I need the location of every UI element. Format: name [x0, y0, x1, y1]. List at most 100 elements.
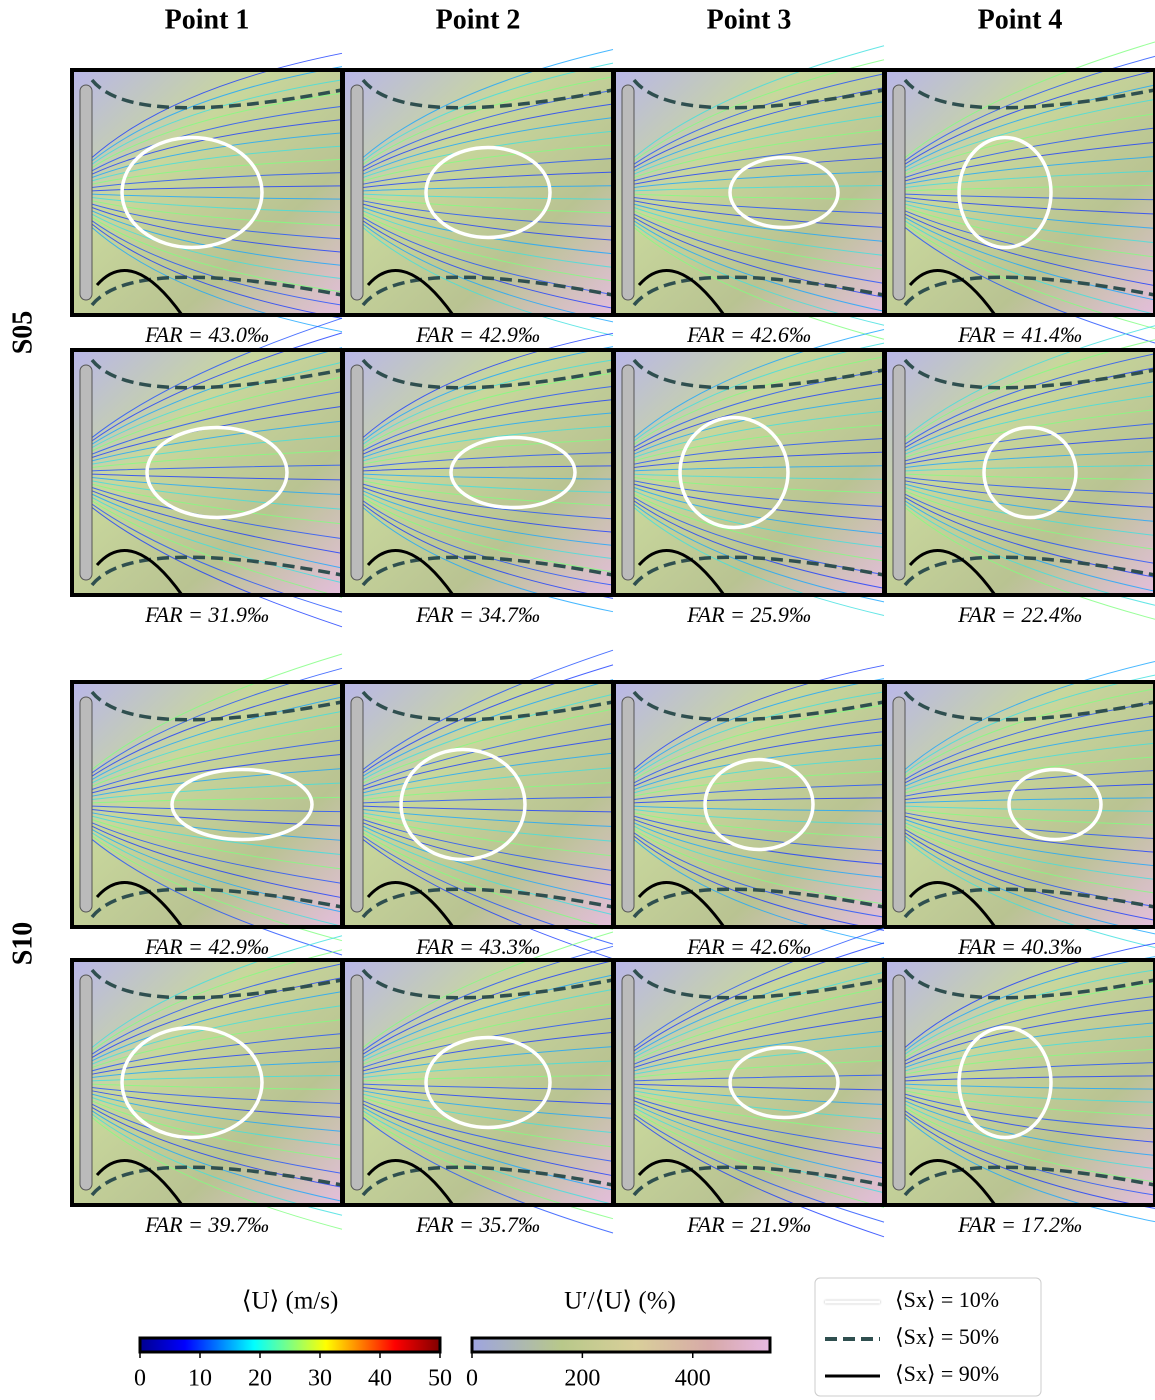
streamline [904, 661, 1155, 770]
injector [350, 84, 364, 301]
streamline [633, 210, 885, 270]
injector [621, 696, 635, 913]
streamline [633, 451, 885, 469]
streamline [633, 717, 885, 784]
streamline [91, 682, 343, 777]
flow-panel [612, 329, 886, 616]
streamline [362, 1003, 614, 1065]
injector [621, 364, 635, 581]
row-label: S10 [7, 922, 38, 966]
streamline [91, 207, 343, 253]
streamline [633, 986, 885, 1062]
far-label: FAR = 21.9‰ [686, 1212, 811, 1237]
streamline [633, 465, 885, 472]
flow-panel [883, 661, 1155, 948]
streamline [904, 325, 1155, 438]
far-label: FAR = 42.9‰ [415, 322, 540, 347]
streamline [904, 701, 1155, 780]
streamline [362, 808, 614, 828]
streamline [633, 115, 885, 175]
streamline [633, 369, 885, 448]
streamline [633, 1074, 885, 1082]
streamline [362, 227, 614, 336]
streamline [904, 500, 1155, 592]
streamline [904, 829, 1155, 908]
solid-contour [908, 881, 997, 928]
white-contour [957, 135, 1053, 250]
streamline [904, 1086, 1155, 1103]
solid-contour [366, 269, 455, 316]
streamline [362, 507, 614, 613]
far-label: FAR = 43.3‰ [415, 934, 540, 959]
streamline [362, 1117, 614, 1234]
streamline [633, 45, 885, 158]
streamline [633, 424, 885, 462]
streamline [633, 497, 885, 576]
streamline [91, 213, 343, 280]
legend-label: ⟨Sx⟩ = 10% [895, 1287, 999, 1312]
streamline [633, 815, 885, 852]
dashed-contour [903, 690, 1155, 722]
streamline [904, 819, 1155, 867]
flow-panel [883, 41, 1155, 344]
streamline [633, 213, 885, 284]
streamline [904, 217, 1155, 301]
streamline [633, 1045, 885, 1075]
streamline [362, 473, 614, 480]
streamline [91, 464, 343, 472]
streamline [633, 829, 885, 905]
panel-frame [883, 958, 1155, 1207]
streamline [633, 971, 885, 1058]
streamline [633, 832, 885, 918]
streamline [91, 796, 343, 804]
panel-frame [883, 680, 1155, 929]
streamline [904, 688, 1155, 777]
streamline [904, 193, 1155, 201]
streamline [91, 317, 343, 438]
streamline [91, 839, 343, 956]
streamline [362, 819, 614, 872]
streamline [91, 1075, 343, 1082]
streamline [904, 423, 1155, 462]
streamline [91, 991, 343, 1062]
streamline [904, 213, 1155, 287]
streamline [362, 825, 614, 901]
far-label: FAR = 35.7‰ [415, 1212, 540, 1237]
far-label: FAR = 43.0‰ [144, 322, 269, 347]
streamline [904, 1097, 1155, 1143]
panel-field [343, 682, 613, 927]
streamline [362, 487, 614, 533]
legend-label: ⟨Sx⟩ = 90% [895, 1361, 999, 1386]
white-contour [120, 135, 264, 250]
streamline [91, 185, 343, 192]
dashed-contour [903, 275, 1155, 307]
streamline [633, 217, 885, 298]
streamline [633, 1059, 885, 1079]
streamline [633, 1097, 885, 1150]
streamline [362, 359, 614, 445]
streamline [633, 171, 885, 189]
streamline [633, 437, 885, 465]
streamline [633, 691, 885, 777]
injector [892, 974, 906, 1191]
flow-panel [70, 935, 344, 1230]
injector [350, 364, 364, 581]
streamline [91, 768, 343, 797]
flow-panel [70, 52, 344, 333]
streamline [633, 757, 885, 794]
streamline [362, 385, 614, 452]
streamline [362, 737, 614, 790]
dashed-contour [90, 275, 343, 307]
streamline [362, 476, 614, 493]
streamline [362, 960, 614, 1055]
streamline [904, 805, 1155, 812]
flow-panel [70, 317, 344, 628]
streamline [904, 808, 1155, 826]
streamline [633, 503, 885, 603]
dashed-contour [903, 555, 1155, 587]
panel-field [72, 350, 342, 595]
streamline [362, 185, 614, 192]
streamline [633, 329, 885, 438]
far-label: FAR = 40.3‰ [957, 934, 1082, 959]
streamline [904, 1048, 1155, 1075]
